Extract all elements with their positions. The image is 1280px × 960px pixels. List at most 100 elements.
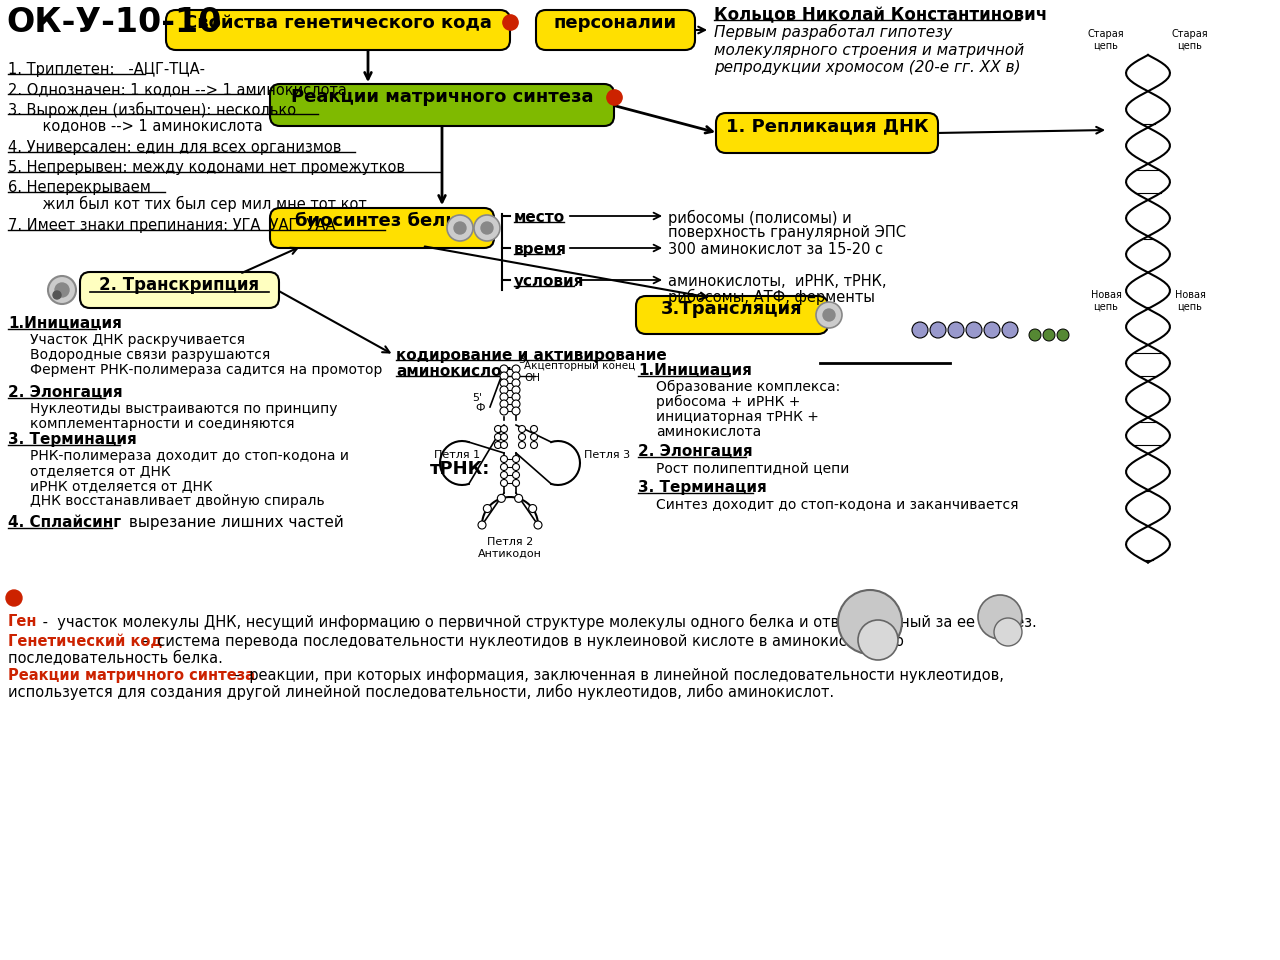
Text: ОН: ОН <box>524 373 540 383</box>
Text: аминокислота: аминокислота <box>657 425 762 439</box>
Circle shape <box>500 442 507 448</box>
Text: 3.Трансляция: 3.Трансляция <box>662 300 803 318</box>
Circle shape <box>512 365 520 373</box>
Circle shape <box>55 283 69 297</box>
Circle shape <box>512 400 520 408</box>
Circle shape <box>454 222 466 234</box>
FancyBboxPatch shape <box>270 208 494 248</box>
Text: Новая
цепь: Новая цепь <box>1091 290 1121 312</box>
Circle shape <box>858 620 899 660</box>
Text: 2. Однозначен: 1 кодон --> 1 аминокислота: 2. Однозначен: 1 кодон --> 1 аминокислот… <box>8 82 347 97</box>
Circle shape <box>512 455 520 463</box>
Circle shape <box>512 479 520 487</box>
Text: Генетический код: Генетический код <box>8 634 163 649</box>
Circle shape <box>512 379 520 387</box>
Circle shape <box>498 494 506 502</box>
Text: Реакции матричного синтеза: Реакции матричного синтеза <box>8 668 255 683</box>
Text: Старая
цепь: Старая цепь <box>1171 30 1208 51</box>
Text: условия: условия <box>515 274 585 289</box>
Circle shape <box>995 618 1021 646</box>
Circle shape <box>838 590 902 654</box>
Circle shape <box>500 471 507 478</box>
Text: 7. Имеет знаки препинания: УГА  УАГ  УАА: 7. Имеет знаки препинания: УГА УАГ УАА <box>8 218 335 233</box>
Text: 3. Терминация: 3. Терминация <box>8 432 137 447</box>
Text: Ф: Ф <box>475 403 485 413</box>
Circle shape <box>948 322 964 338</box>
Text: ДНК восстанавливает двойную спираль: ДНК восстанавливает двойную спираль <box>29 494 325 508</box>
Text: отделяется от ДНК: отделяется от ДНК <box>29 464 170 478</box>
Circle shape <box>500 425 507 433</box>
Text: 6. Неперекрываем: 6. Неперекрываем <box>8 180 151 195</box>
Circle shape <box>500 379 508 387</box>
Text: 3': 3' <box>518 355 529 365</box>
Text: аминокислот: аминокислот <box>396 364 511 379</box>
Circle shape <box>512 471 520 478</box>
Text: Образование комплекса:: Образование комплекса: <box>657 380 840 395</box>
Text: 3. Терминация: 3. Терминация <box>637 480 767 495</box>
Text: аминокислоты,  иРНК, тРНК,: аминокислоты, иРНК, тРНК, <box>668 274 887 289</box>
Circle shape <box>500 479 507 487</box>
Circle shape <box>966 322 982 338</box>
Circle shape <box>515 494 522 502</box>
Text: Ген: Ген <box>8 614 37 629</box>
Text: рибосомы, АТФ, ферменты: рибосомы, АТФ, ферменты <box>668 289 874 305</box>
Text: 300 аминокислот за 15-20 с: 300 аминокислот за 15-20 с <box>668 242 883 257</box>
Circle shape <box>984 322 1000 338</box>
Circle shape <box>474 215 500 241</box>
Text: 2. Элонгация: 2. Элонгация <box>637 444 753 459</box>
Text: Рост полипептидной цепи: Рост полипептидной цепи <box>657 461 850 475</box>
Circle shape <box>518 434 526 441</box>
Circle shape <box>500 407 508 415</box>
Circle shape <box>512 393 520 401</box>
Circle shape <box>52 291 61 299</box>
Text: Синтез доходит до стоп-кодона и заканчивается: Синтез доходит до стоп-кодона и заканчив… <box>657 497 1019 511</box>
Text: используется для создания другой линейной последовательности, либо нуклеотидов, : используется для создания другой линейно… <box>8 684 835 700</box>
Circle shape <box>500 400 508 408</box>
Circle shape <box>500 434 507 441</box>
Circle shape <box>6 590 22 606</box>
Text: Первым разработал гипотезу
молекулярного строения и матричной
репродукции хромос: Первым разработал гипотезу молекулярного… <box>714 24 1024 75</box>
Text: 2. Транскрипция: 2. Транскрипция <box>100 276 260 294</box>
Circle shape <box>512 372 520 380</box>
Text: 4. Универсален: един для всех организмов: 4. Универсален: един для всех организмов <box>8 140 342 155</box>
Text: Антикодон: Антикодон <box>477 549 541 559</box>
Circle shape <box>530 434 538 441</box>
Circle shape <box>911 322 928 338</box>
Text: иРНК отделяется от ДНК: иРНК отделяется от ДНК <box>29 479 212 493</box>
FancyBboxPatch shape <box>79 272 279 308</box>
Text: 1.Инициация: 1.Инициация <box>8 316 122 331</box>
Text: 5. Непрерывен: между кодонами нет промежутков: 5. Непрерывен: между кодонами нет промеж… <box>8 160 404 175</box>
Circle shape <box>500 372 508 380</box>
FancyBboxPatch shape <box>716 113 938 153</box>
Circle shape <box>49 276 76 304</box>
Text: -  участок молекулы ДНК, несущий информацию о первичной структуре молекулы одног: - участок молекулы ДНК, несущий информац… <box>38 614 1037 630</box>
Text: место: место <box>515 210 566 225</box>
Circle shape <box>817 302 842 328</box>
Circle shape <box>481 222 493 234</box>
Circle shape <box>518 425 526 433</box>
FancyBboxPatch shape <box>270 84 614 126</box>
Text: Нуклеотиды выстраиваются по принципу: Нуклеотиды выстраиваются по принципу <box>29 402 338 416</box>
Text: ОК-У-10-10: ОК-У-10-10 <box>6 6 221 39</box>
Text: Старая
цепь: Старая цепь <box>1088 30 1124 51</box>
Circle shape <box>500 464 507 470</box>
Text: Реакции матричного синтеза: Реакции матричного синтеза <box>291 88 593 106</box>
Circle shape <box>529 505 536 513</box>
Circle shape <box>534 521 541 529</box>
Text: 3. Вырожден (избыточен): несколько: 3. Вырожден (избыточен): несколько <box>8 102 296 118</box>
Text: Петля 2: Петля 2 <box>486 537 534 547</box>
Circle shape <box>500 365 508 373</box>
Circle shape <box>494 434 502 441</box>
Text: жил был кот тих был сер мил мне тот кот: жил был кот тих был сер мил мне тот кот <box>24 196 367 212</box>
Circle shape <box>978 595 1021 639</box>
Circle shape <box>1057 329 1069 341</box>
FancyBboxPatch shape <box>536 10 695 50</box>
Text: комплементарности и соединяются: комплементарности и соединяются <box>29 417 294 431</box>
Text: тРНК:: тРНК: <box>430 460 490 478</box>
Text: 5': 5' <box>472 393 483 403</box>
Text: -  реакции, при которых информация, заключенная в линейной последовательности ну: - реакции, при которых информация, заклю… <box>230 668 1004 683</box>
Circle shape <box>512 464 520 470</box>
Text: кодонов --> 1 аминокислота: кодонов --> 1 аминокислота <box>24 118 262 133</box>
Text: 2. Элонгация: 2. Элонгация <box>8 385 123 400</box>
Text: время: время <box>515 242 567 257</box>
